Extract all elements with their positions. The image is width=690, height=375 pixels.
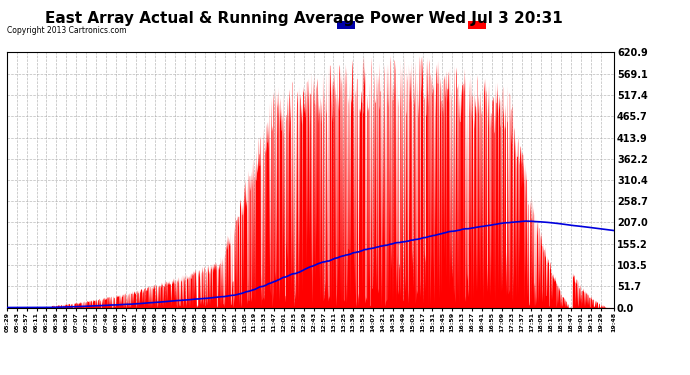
Text: East Array Actual & Running Average Power Wed Jul 3 20:31: East Array Actual & Running Average Powe… [45, 11, 562, 26]
Legend: Average  (DC Watts), East Array  (DC Watts): Average (DC Watts), East Array (DC Watts… [335, 19, 609, 32]
Text: Copyright 2013 Cartronics.com: Copyright 2013 Cartronics.com [7, 26, 126, 35]
